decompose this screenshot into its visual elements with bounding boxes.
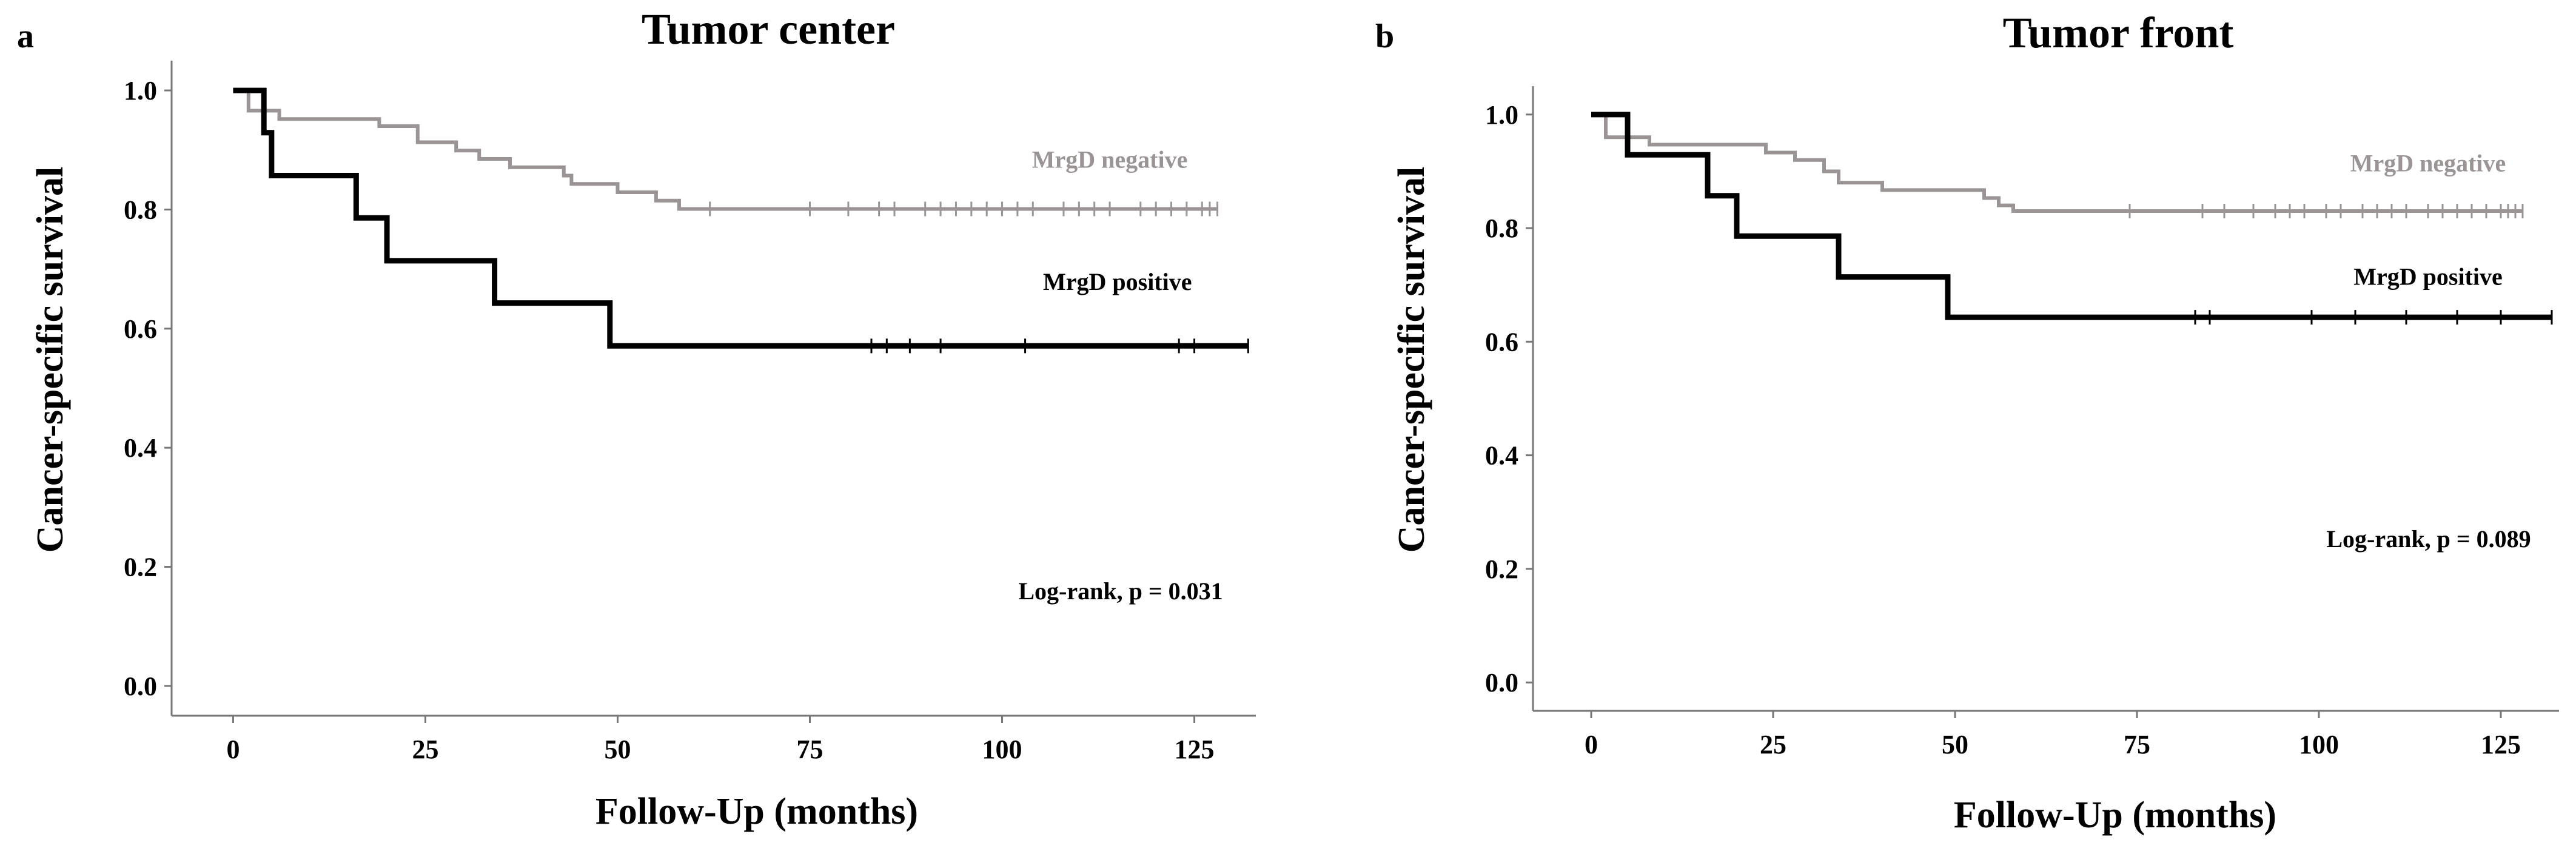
- panel-letter: b: [1375, 18, 1394, 55]
- y-tick-label: 0.0: [124, 671, 157, 701]
- series-label-mrgd-positive: MrgD positive: [1043, 268, 1192, 295]
- y-axis-label: Cancer-specific survival: [30, 167, 71, 553]
- y-tick-label: 0.4: [1485, 441, 1518, 471]
- x-tick-label: 75: [2124, 730, 2150, 759]
- x-tick-label: 100: [2299, 730, 2339, 759]
- y-tick-label: 0.2: [124, 553, 157, 582]
- x-tick-label: 0: [1585, 730, 1598, 759]
- x-tick-label: 0: [226, 735, 240, 764]
- y-tick-label: 0.2: [1485, 554, 1518, 584]
- y-ticks: 0.0 0.2 0.4 0.6 0.8 1.0: [1485, 100, 1533, 698]
- y-tick-label: 1.0: [124, 76, 157, 106]
- chart-title: Tumor center: [642, 5, 895, 53]
- survival-curve-mrgd-negative: [233, 89, 1218, 211]
- x-axis-label: Follow-Up (months): [1954, 795, 2276, 836]
- survival-curve-mrgd-negative: [1591, 112, 2523, 213]
- x-ticks: 0 25 50 75 100 125: [226, 716, 1215, 764]
- x-tick-label: 50: [1942, 730, 1968, 759]
- panel-letter: a: [17, 18, 34, 55]
- survival-curve-mrgd-positive: [1591, 112, 2552, 320]
- plot-area: [1591, 112, 2553, 325]
- y-tick-label: 0.8: [1485, 214, 1518, 243]
- axes: [1532, 86, 2559, 712]
- chart-title: Tumor front: [2003, 8, 2234, 57]
- survival-curve-mrgd-positive: [233, 87, 1249, 349]
- series-label-mrgd-positive: MrgD positive: [2353, 263, 2503, 291]
- y-tick-label: 0.6: [124, 314, 157, 344]
- y-tick-label: 0.8: [124, 195, 157, 224]
- y-tick-label: 0.6: [1485, 327, 1518, 357]
- x-tick-label: 100: [982, 735, 1022, 764]
- x-tick-label: 25: [412, 735, 438, 764]
- y-ticks: 0.0 0.2 0.4 0.6 0.8 1.0: [124, 76, 172, 701]
- series-label-mrgd-negative: MrgD negative: [1032, 146, 1188, 173]
- x-ticks: 0 25 50 75 100 125: [1585, 711, 2521, 759]
- series-label-mrgd-negative: MrgD negative: [2350, 149, 2506, 177]
- y-tick-label: 0.0: [1485, 668, 1518, 698]
- y-tick-label: 1.0: [1485, 100, 1518, 130]
- log-rank-annotation: Log-rank, p = 0.089: [2326, 525, 2531, 553]
- panel-tumor-front: b Tumor front Cancer-specific survival F…: [1375, 8, 2559, 836]
- plot-area: [233, 87, 1249, 354]
- x-tick-label: 125: [1175, 735, 1215, 764]
- x-tick-label: 125: [2481, 730, 2521, 759]
- panel-tumor-center: a Tumor center Cancer-specific survival …: [17, 5, 1256, 832]
- y-axis-label: Cancer-specific survival: [1391, 167, 1432, 553]
- y-tick-label: 0.4: [124, 433, 157, 463]
- x-tick-label: 75: [797, 735, 823, 764]
- x-axis-label: Follow-Up (months): [595, 791, 918, 832]
- x-tick-label: 50: [604, 735, 631, 764]
- axes: [170, 61, 1256, 717]
- log-rank-annotation: Log-rank, p = 0.031: [1018, 577, 1223, 605]
- x-tick-label: 25: [1760, 730, 1786, 759]
